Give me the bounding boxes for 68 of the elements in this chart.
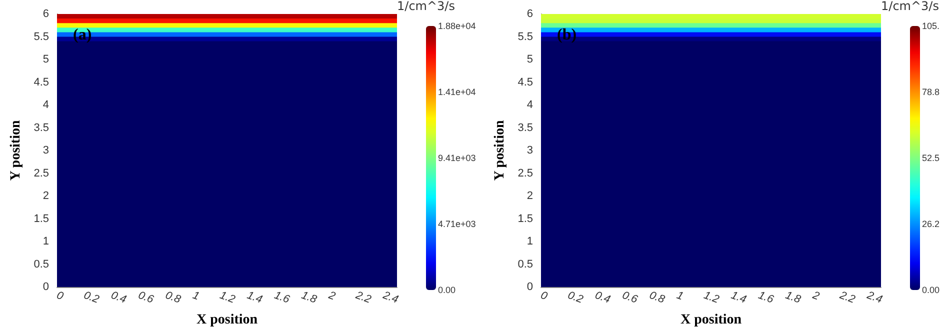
y-tick-label: 3 bbox=[526, 144, 533, 156]
color-bar-label: 1.88e+04 bbox=[438, 21, 476, 31]
y-tick-label: 2.5 bbox=[34, 167, 49, 180]
x-tick-label: 1 bbox=[674, 289, 685, 303]
x-tick-label: 1.4 bbox=[729, 289, 748, 306]
y-tick-label: 5 bbox=[526, 54, 533, 66]
y-tick-label: 2 bbox=[42, 190, 49, 202]
y-tick-label: 4 bbox=[42, 99, 49, 111]
x-tick-label: 1.6 bbox=[272, 289, 292, 306]
x-tick-label: 2.2 bbox=[837, 289, 857, 306]
y-axis-title: Y position bbox=[492, 120, 508, 181]
color-bar-label: 0.00 bbox=[922, 285, 940, 295]
y-tick-label: 6 bbox=[42, 8, 49, 20]
x-tick-label: 0.2 bbox=[566, 289, 585, 306]
x-tick-label: 1.8 bbox=[784, 289, 804, 306]
color-bar-title: 1/cm^3/s bbox=[881, 0, 939, 13]
y-tick-label: 1.5 bbox=[34, 212, 49, 225]
y-tick-label: 2.5 bbox=[518, 167, 533, 180]
y-tick-label: 2 bbox=[526, 190, 533, 202]
x-tick-label: 2.2 bbox=[353, 289, 373, 306]
color-bar-label: 105. bbox=[922, 21, 940, 31]
color-bar-label: 26.2 bbox=[922, 219, 940, 230]
y-tick-label: 4.5 bbox=[34, 76, 49, 88]
y-tick-label: 6 bbox=[526, 8, 533, 20]
x-tick-label: 0 bbox=[54, 289, 66, 304]
x-tick-label: 0.2 bbox=[82, 289, 101, 306]
y-tick-label: 1.5 bbox=[518, 212, 533, 225]
x-tick-label: 2 bbox=[326, 289, 337, 303]
y-tick-label: 0.5 bbox=[518, 258, 533, 270]
y-tick-label: 0.5 bbox=[34, 258, 49, 270]
y-tick-label: 5 bbox=[42, 54, 49, 66]
y-tick-label: 0 bbox=[42, 281, 49, 293]
color-bar-label: 52.5 bbox=[922, 153, 940, 163]
x-tick-label: 1.4 bbox=[245, 289, 264, 306]
x-tick-label: 0.8 bbox=[164, 289, 184, 306]
y-tick-label: 3.5 bbox=[518, 122, 533, 134]
y-tick-label: 5.5 bbox=[34, 30, 49, 43]
x-tick-label: 0.6 bbox=[136, 289, 156, 306]
x-tick-label: 1.2 bbox=[218, 289, 237, 306]
y-tick-label: 4.5 bbox=[518, 76, 533, 88]
y-tick-label: 5.5 bbox=[518, 30, 533, 43]
color-bar-label: 4.71e+03 bbox=[438, 218, 476, 229]
x-tick-label: 1 bbox=[190, 289, 201, 303]
x-tick-label: 0.6 bbox=[620, 289, 640, 306]
x-tick-label: 0.4 bbox=[109, 289, 128, 306]
y-tick-label: 1 bbox=[526, 236, 533, 248]
y-tick-label: 3 bbox=[42, 144, 49, 156]
color-bar-label: 78.8 bbox=[922, 86, 940, 97]
x-tick-label: 1.6 bbox=[756, 289, 776, 306]
x-axis-title: X position bbox=[196, 312, 258, 328]
color-bar-label: 1.41e+04 bbox=[438, 87, 476, 97]
x-axis-title: X position bbox=[680, 312, 742, 328]
x-tick-label: 2.4 bbox=[380, 289, 400, 306]
x-tick-label: 2 bbox=[810, 289, 821, 303]
y-tick-label: 0 bbox=[526, 281, 533, 293]
y-tick-label: 4 bbox=[526, 99, 533, 111]
x-tick-label: 0.4 bbox=[593, 289, 612, 306]
x-tick-label: 2.4 bbox=[864, 289, 884, 306]
color-bar-label: 9.41e+03 bbox=[438, 152, 476, 163]
x-tick-label: 1.2 bbox=[702, 289, 721, 306]
color-bar-title: 1/cm^3/s bbox=[397, 0, 455, 13]
y-axis-title: Y position bbox=[8, 120, 24, 181]
x-tick-label: 0 bbox=[538, 289, 550, 304]
x-tick-label: 0.8 bbox=[648, 289, 668, 306]
y-tick-label: 3.5 bbox=[34, 122, 49, 134]
y-tick-label: 1 bbox=[42, 236, 49, 248]
x-tick-label: 1.8 bbox=[300, 289, 320, 306]
color-bar-label: 0.00 bbox=[438, 285, 456, 295]
